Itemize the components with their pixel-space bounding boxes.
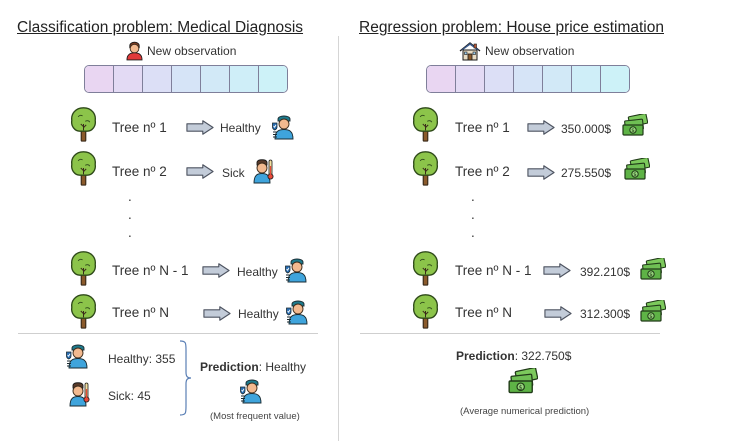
right-tree-2-label: Tree nº 2 [455, 164, 510, 179]
doctor-healthy-icon [272, 115, 294, 140]
feature-cell [85, 66, 114, 92]
regression-note: (Average numerical prediction) [460, 406, 590, 417]
right-tree-2-result: 275.550$ [561, 166, 612, 180]
left-tree-2-label: Tree nº 2 [112, 164, 167, 179]
classification-note: (Most frequent value) [210, 411, 300, 422]
feature-cell [259, 66, 287, 92]
tree-icon [412, 251, 439, 286]
money-stack-icon [624, 158, 650, 180]
feature-cell [456, 66, 485, 92]
tree-icon [412, 107, 439, 142]
right-tree-1-result: 350.000$ [561, 122, 612, 136]
left-ellipsis-dot: . [128, 189, 132, 204]
left-ellipsis-dot: . [128, 225, 132, 240]
arrow-right-icon [203, 306, 231, 321]
tree-icon [412, 151, 439, 186]
classification-prediction: Prediction: Healthy [200, 360, 306, 374]
right-ellipsis-dot: . [471, 189, 475, 204]
right-tree-n-label: Tree nº N [455, 305, 512, 320]
left-tree-n-label: Tree nº N [112, 305, 169, 320]
arrow-right-icon [186, 120, 214, 135]
left-tree-n-1-label: Tree nº N - 1 [112, 263, 189, 278]
classification-title-bold: Classification problem [17, 19, 169, 36]
classification-prediction-value: : Healthy [258, 360, 307, 374]
doctor-healthy-icon [240, 379, 262, 404]
feature-cell [543, 66, 572, 92]
tree-icon [70, 107, 97, 142]
left-tree-n-result: Healthy [238, 307, 279, 321]
left-new-observation-label: New observation [147, 44, 237, 58]
right-tree-n-result: 312.300$ [580, 307, 631, 321]
classification-prediction-bold: Prediction [200, 360, 259, 374]
tree-icon [70, 294, 97, 329]
feature-cell [572, 66, 601, 92]
money-stack-icon [622, 114, 648, 136]
feature-cell [427, 66, 456, 92]
regression-title: Regression problem: House price estimati… [359, 19, 664, 37]
doctor-healthy-icon [285, 258, 307, 283]
money-stack-icon [640, 300, 666, 322]
regression-prediction-bold: Prediction [456, 349, 515, 363]
patient-thermometer-icon [253, 159, 274, 184]
right-tree-n-1-label: Tree nº N - 1 [455, 263, 532, 278]
feature-cell [143, 66, 172, 92]
left-tree-2-result: Sick [222, 166, 245, 180]
feature-cell [485, 66, 514, 92]
left-tree-n-1-result: Healthy [237, 265, 278, 279]
arrow-right-icon [544, 306, 572, 321]
feature-cell [201, 66, 230, 92]
feature-cell [514, 66, 543, 92]
left-divider [18, 333, 318, 334]
panel-divider [338, 36, 339, 441]
right-feature-vector [426, 65, 630, 93]
right-ellipsis-dot: . [471, 225, 475, 240]
arrow-right-icon [186, 164, 214, 179]
tree-icon [412, 294, 439, 329]
money-stack-icon [640, 258, 666, 280]
right-tree-n-1-result: 392.210$ [580, 265, 631, 279]
money-stack-icon [508, 368, 538, 394]
feature-cell [601, 66, 629, 92]
classification-title-rest: : Medical Diagnosis [168, 19, 304, 36]
arrow-right-icon [543, 263, 571, 278]
person-icon [126, 41, 143, 61]
regression-title-rest: : House price estimation [497, 19, 664, 36]
feature-cell [230, 66, 259, 92]
patient-thermometer-icon [69, 382, 90, 407]
left-feature-vector [84, 65, 288, 93]
tree-icon [70, 151, 97, 186]
feature-cell [114, 66, 143, 92]
doctor-healthy-icon [286, 300, 308, 325]
regression-prediction: Prediction: 322.750$ [456, 349, 571, 363]
house-icon [459, 42, 481, 61]
vote-sick-count: Sick: 45 [108, 389, 151, 403]
doctor-healthy-icon [66, 344, 88, 369]
left-tree-1-label: Tree nº 1 [112, 120, 167, 135]
arrow-right-icon [527, 165, 555, 180]
vote-healthy-count: Healthy: 355 [108, 352, 176, 366]
left-tree-1-result: Healthy [220, 121, 261, 135]
right-new-observation-label: New observation [485, 44, 575, 58]
regression-prediction-value: : 322.750$ [514, 349, 572, 363]
arrow-right-icon [202, 263, 230, 278]
right-tree-1-label: Tree nº 1 [455, 120, 510, 135]
classification-title: Classification problem: Medical Diagnosi… [17, 19, 303, 37]
left-ellipsis-dot: . [128, 207, 132, 222]
feature-cell [172, 66, 201, 92]
curly-brace-icon [179, 340, 192, 416]
arrow-right-icon [527, 120, 555, 135]
regression-title-bold: Regression problem [359, 19, 498, 36]
right-ellipsis-dot: . [471, 207, 475, 222]
tree-icon [70, 251, 97, 286]
right-divider [360, 333, 660, 334]
